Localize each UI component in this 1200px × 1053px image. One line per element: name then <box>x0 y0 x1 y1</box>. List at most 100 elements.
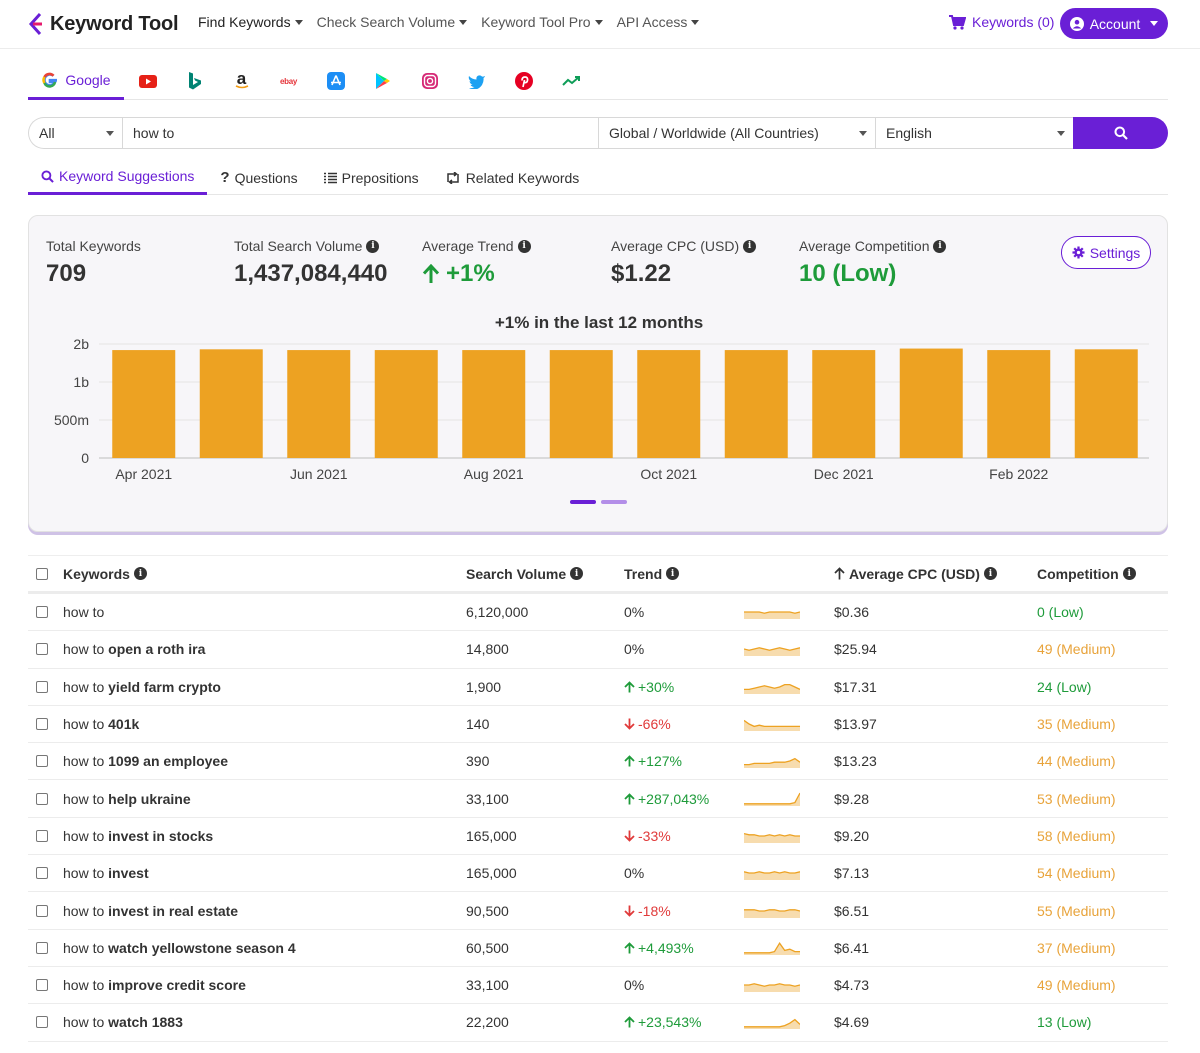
tab-play-store[interactable] <box>359 62 406 100</box>
info-icon[interactable]: i <box>366 239 380 253</box>
trend-cell: -66% <box>624 716 744 732</box>
table-row[interactable]: how to 401k 140 -66% $13.97 35 (Medium) <box>28 706 1168 744</box>
info-icon[interactable]: i <box>743 239 757 253</box>
search-input[interactable]: how to <box>122 117 598 149</box>
keyword-cell[interactable]: how to 1099 an employee <box>63 753 466 769</box>
table-row[interactable]: how to help ukraine 33,100 +287,043% $9.28 5… <box>28 780 1168 818</box>
row-checkbox[interactable] <box>36 979 48 992</box>
table-row[interactable]: how to watch 1883 22,200 +23,543% $4.69 13 (… <box>28 1004 1168 1042</box>
keywords-table: Keywords i Search Volume i Trend i Average … <box>28 555 1168 1042</box>
keyword-rest: improve credit score <box>108 977 246 994</box>
table-row[interactable]: how to yield farm crypto 1,900 +30% $17.31 2… <box>28 669 1168 706</box>
menu-api-access[interactable]: API Access <box>617 14 700 30</box>
keyword-cell[interactable]: how to invest in stocks <box>63 828 466 844</box>
info-icon[interactable]: i <box>517 239 531 253</box>
tab-questions[interactable]: ? Questions <box>207 160 310 195</box>
header-competition[interactable]: Competition i <box>1037 566 1167 582</box>
row-checkbox[interactable] <box>36 941 48 954</box>
keyword-cell[interactable]: how to open a roth ira <box>63 641 466 657</box>
row-checkbox[interactable] <box>36 718 48 731</box>
tab-label: Questions <box>234 169 298 186</box>
tab-instagram[interactable] <box>406 62 453 100</box>
list-icon <box>323 172 337 183</box>
row-checkbox[interactable] <box>36 643 48 656</box>
tab-app-store[interactable] <box>312 62 359 100</box>
account-button[interactable]: Account <box>1060 8 1168 39</box>
select-all-cell <box>28 567 63 580</box>
chart-x-tick-label: Aug 2021 <box>464 466 524 482</box>
tab-twitter[interactable] <box>453 62 500 100</box>
search-type-select[interactable]: All <box>28 117 122 149</box>
keyword-cell[interactable]: how to watch yellowstone season 4 <box>63 940 466 956</box>
tab-amazon[interactable]: a <box>218 62 265 100</box>
row-checkbox[interactable] <box>36 904 48 917</box>
row-select-cell <box>28 792 63 805</box>
competition-cell: 24 (Low) <box>1037 678 1092 695</box>
row-checkbox[interactable] <box>36 606 48 619</box>
keyword-cell[interactable]: how to invest in real estate <box>63 903 466 919</box>
row-checkbox[interactable] <box>36 829 48 842</box>
info-icon[interactable]: i <box>133 567 147 580</box>
table-row[interactable]: how to 1099 an employee 390 +127% $13.23 44 … <box>28 743 1168 781</box>
tab-related-keywords[interactable]: Related Keywords <box>432 160 593 195</box>
location-select[interactable]: Global / Worldwide (All Countries) <box>598 117 875 149</box>
keyword-cell[interactable]: how to 401k <box>63 716 466 732</box>
table-row[interactable]: how to invest in real estate 90,500 -18% $6… <box>28 892 1168 930</box>
logo[interactable]: Keyword Tool <box>28 10 179 38</box>
select-all-checkbox[interactable] <box>36 567 48 580</box>
header-search-volume[interactable]: Search Volume i <box>466 566 624 582</box>
tab-trends[interactable] <box>547 62 594 100</box>
trend-cell: +23,543% <box>624 1014 744 1030</box>
keyword-prefix: how to <box>63 678 105 695</box>
header-average-cpc[interactable]: Average CPC (USD) i <box>834 566 1037 582</box>
tab-bing[interactable] <box>171 62 218 100</box>
keyword-rest: invest in real estate <box>108 902 239 919</box>
chart-page-dot[interactable] <box>601 500 627 504</box>
tab-prepositions[interactable]: Prepositions <box>311 160 432 195</box>
tab-ebay[interactable]: ebay <box>265 62 312 100</box>
menu-keyword-tool-pro[interactable]: Keyword Tool Pro <box>481 14 603 30</box>
keyword-cell[interactable]: how to <box>63 604 466 620</box>
row-select-cell <box>28 867 63 880</box>
row-checkbox[interactable] <box>36 680 48 693</box>
settings-button[interactable]: Settings <box>1061 236 1151 269</box>
info-icon[interactable]: i <box>666 567 680 580</box>
table-row[interactable]: how to 6,120,000 0% $0.36 0 (Low) <box>28 594 1168 632</box>
table-row[interactable]: how to invest 165,000 0% $7.13 54 (Medium) <box>28 855 1168 893</box>
sparkline-line <box>744 758 800 766</box>
header-keywords[interactable]: Keywords i <box>63 566 466 582</box>
search-button[interactable] <box>1073 117 1168 149</box>
info-icon[interactable]: i <box>1122 567 1136 580</box>
keyword-cell[interactable]: how to yield farm crypto <box>63 679 466 695</box>
tab-keyword-suggestions[interactable]: Keyword Suggestions <box>28 160 208 195</box>
header-trend[interactable]: Trend i <box>624 566 744 582</box>
chart-y-tick-label: 500m <box>54 412 89 428</box>
tab-pinterest[interactable] <box>500 62 547 100</box>
stat-label-text: Total Search Volume <box>234 238 363 254</box>
chart-page-dot-active[interactable] <box>570 500 596 504</box>
chart-bar <box>987 350 1051 458</box>
keyword-cell[interactable]: how to watch 1883 <box>63 1014 466 1030</box>
keywords-cart[interactable]: Keywords (0) <box>949 14 1054 30</box>
tab-youtube[interactable] <box>124 62 171 100</box>
info-icon[interactable]: i <box>983 567 997 580</box>
trend-cell: +287,043% <box>624 791 744 807</box>
info-icon[interactable]: i <box>933 239 947 253</box>
row-checkbox[interactable] <box>36 755 48 768</box>
row-checkbox[interactable] <box>36 792 48 805</box>
keyword-cell[interactable]: how to invest <box>63 865 466 881</box>
keyword-cell[interactable]: how to help ukraine <box>63 791 466 807</box>
table-row[interactable]: how to watch yellowstone season 4 60,500 +… <box>28 930 1168 967</box>
table-row[interactable]: how to improve credit score 33,100 0% $4.73… <box>28 967 1168 1005</box>
menu-check-search-volume[interactable]: Check Search Volume <box>317 14 468 30</box>
tab-google[interactable]: Google <box>28 62 124 100</box>
keyword-cell[interactable]: how to improve credit score <box>63 977 466 993</box>
table-row[interactable]: how to open a roth ira 14,800 0% $25.94 49 (… <box>28 631 1168 669</box>
row-checkbox[interactable] <box>36 1016 48 1029</box>
info-icon[interactable]: i <box>570 567 584 580</box>
table-row[interactable]: how to invest in stocks 165,000 -33% $9.20 5… <box>28 818 1168 856</box>
user-icon <box>1069 16 1084 31</box>
row-checkbox[interactable] <box>36 867 48 880</box>
menu-find-keywords[interactable]: Find Keywords <box>198 14 303 30</box>
language-select[interactable]: English <box>875 117 1073 149</box>
